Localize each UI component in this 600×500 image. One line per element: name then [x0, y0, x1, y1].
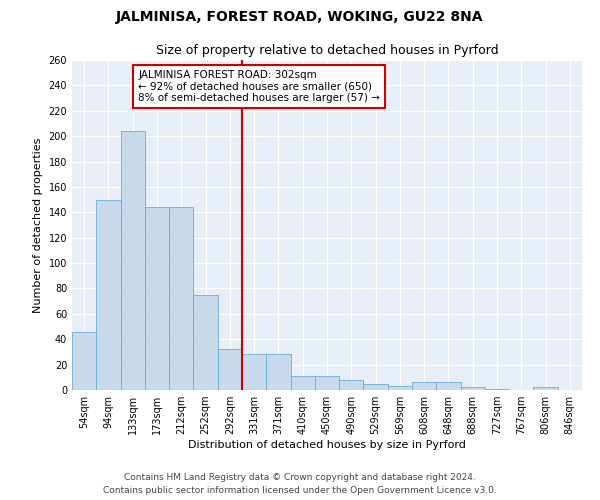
Y-axis label: Number of detached properties: Number of detached properties: [33, 138, 43, 312]
Bar: [461, 388, 485, 390]
Bar: [145, 207, 169, 390]
Bar: [364, 384, 388, 390]
Text: JALMINISA, FOREST ROAD, WOKING, GU22 8NA: JALMINISA, FOREST ROAD, WOKING, GU22 8NA: [116, 10, 484, 24]
Bar: [485, 388, 509, 390]
Bar: [121, 131, 145, 390]
Bar: [218, 350, 242, 390]
Bar: [339, 380, 364, 390]
Text: JALMINISA FOREST ROAD: 302sqm
← 92% of detached houses are smaller (650)
8% of s: JALMINISA FOREST ROAD: 302sqm ← 92% of d…: [139, 70, 380, 103]
Bar: [290, 376, 315, 390]
X-axis label: Distribution of detached houses by size in Pyrford: Distribution of detached houses by size …: [188, 440, 466, 450]
Bar: [412, 382, 436, 390]
Bar: [193, 295, 218, 390]
Bar: [436, 382, 461, 390]
Bar: [315, 376, 339, 390]
Bar: [533, 388, 558, 390]
Bar: [388, 386, 412, 390]
Text: Contains HM Land Registry data © Crown copyright and database right 2024.
Contai: Contains HM Land Registry data © Crown c…: [103, 474, 497, 495]
Title: Size of property relative to detached houses in Pyrford: Size of property relative to detached ho…: [155, 44, 499, 58]
Bar: [96, 200, 121, 390]
Bar: [266, 354, 290, 390]
Bar: [169, 207, 193, 390]
Bar: [72, 332, 96, 390]
Bar: [242, 354, 266, 390]
